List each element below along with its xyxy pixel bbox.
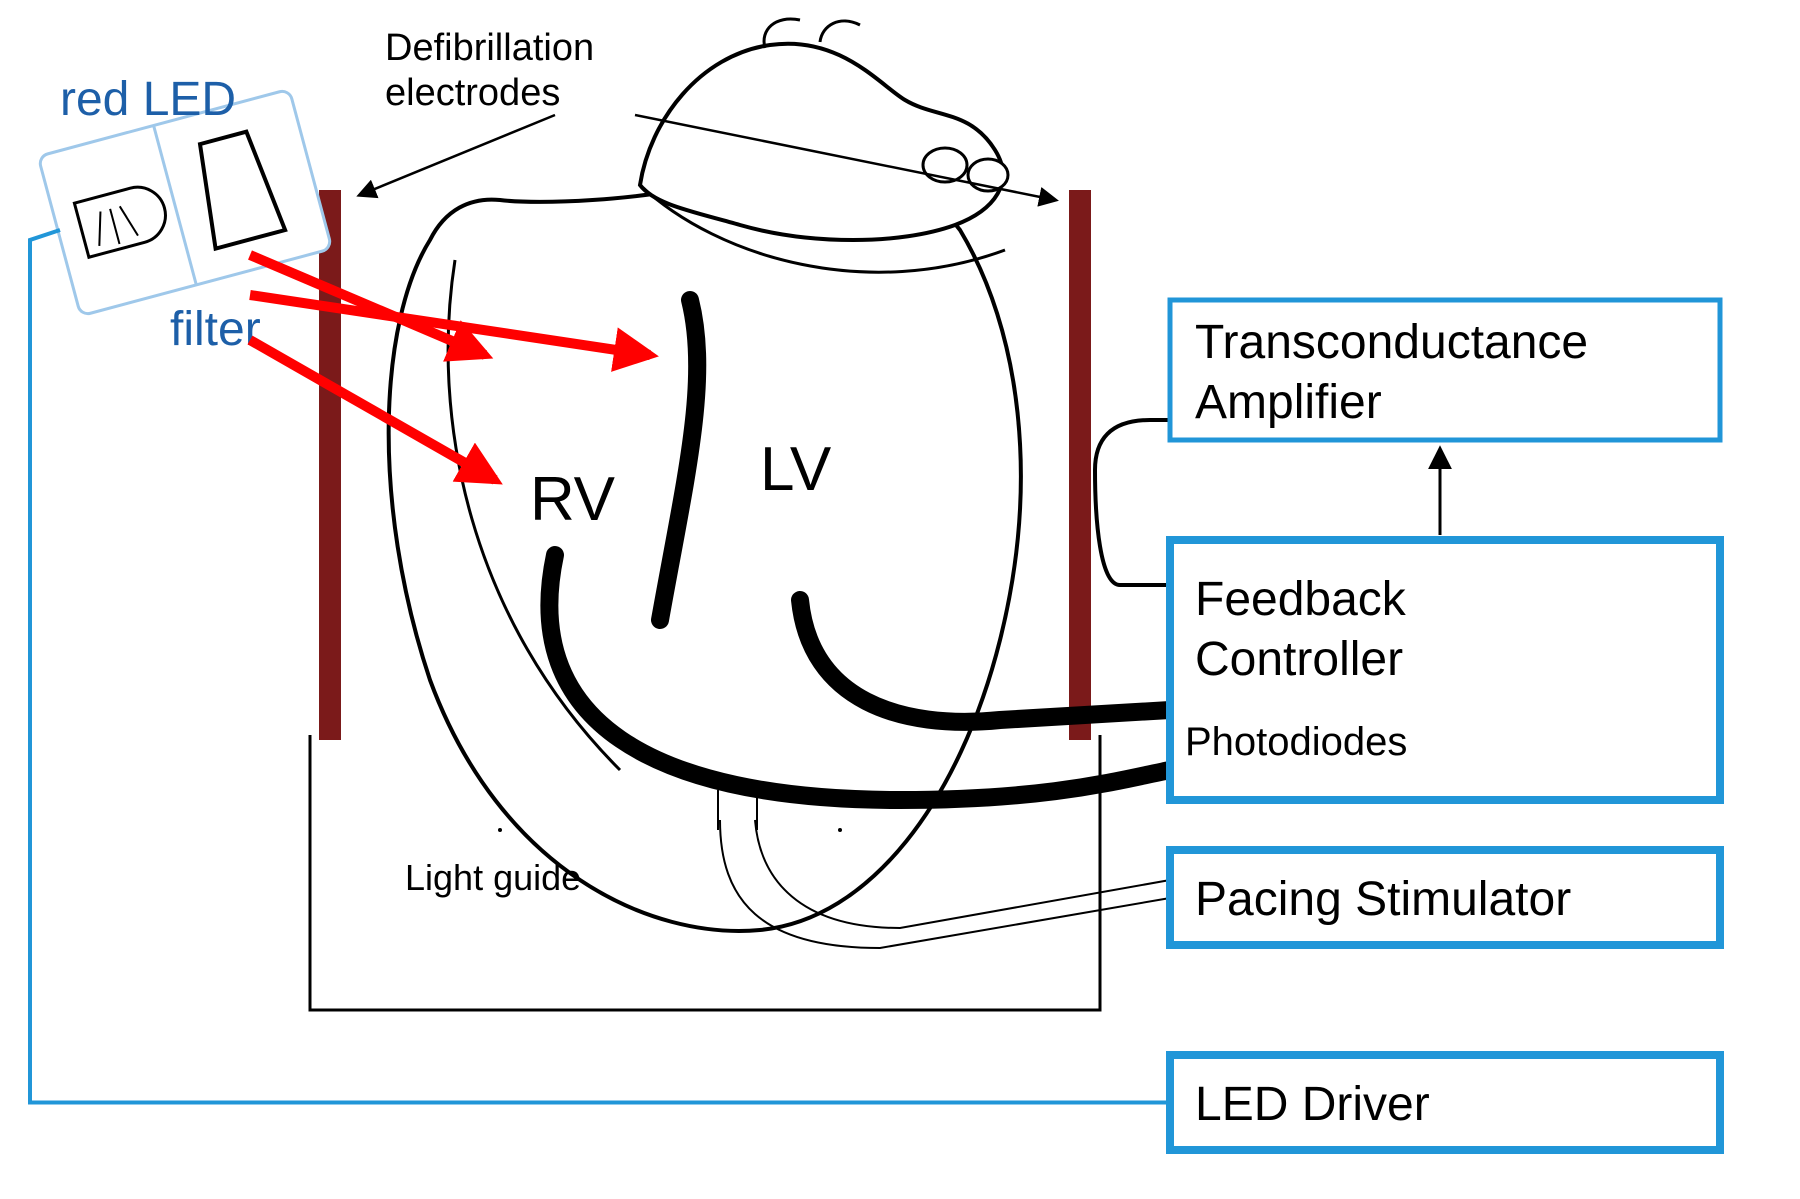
rv-label: RV	[530, 465, 616, 534]
photodiodes-label: Photodiodes	[1185, 720, 1407, 764]
amplifier-box: Transconductance Amplifier	[1170, 300, 1720, 440]
light-guide-label: Light guide	[405, 857, 581, 898]
feedback-label-0: Feedback	[1195, 573, 1407, 626]
defib-label-2: electrodes	[385, 72, 560, 114]
filter-label: filter	[170, 303, 261, 356]
dot	[498, 828, 502, 832]
led_driver-box: LED Driver	[1170, 1055, 1720, 1150]
defib-label-1: Defibrillation	[385, 27, 594, 69]
pacing-label-0: Pacing Stimulator	[1195, 873, 1571, 926]
feedback-label-1: Controller	[1195, 633, 1403, 686]
feedback-box: Feedback Controller Photodiodes	[1170, 540, 1720, 800]
led_driver-label-0: LED Driver	[1195, 1078, 1430, 1131]
red-led-label: red LED	[60, 73, 236, 126]
pacing-box: Pacing Stimulator	[1170, 850, 1720, 945]
feedback-to-amp-wire	[1095, 420, 1170, 585]
defib-arrow-left	[360, 115, 555, 195]
lv-label: LV	[760, 435, 832, 504]
dot	[838, 828, 842, 832]
amplifier-label-1: Amplifier	[1195, 376, 1382, 429]
amplifier-label-0: Transconductance	[1195, 316, 1588, 369]
